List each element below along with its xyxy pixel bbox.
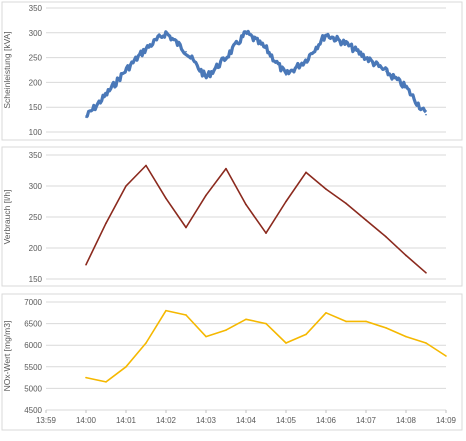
y-tick-label: 5000 <box>24 384 42 393</box>
data-point <box>405 254 407 257</box>
data-point <box>125 366 127 368</box>
y-axis-label: NOx-Wert [mg/m3] <box>2 321 12 392</box>
chart-panel-3: 4500 5000 5500 6000 6500 7000 NOx-Wert [mg/m3]… <box>1 293 463 431</box>
data-point <box>185 314 187 316</box>
data-point <box>285 74 287 76</box>
y-tick-label: 200 <box>29 244 43 253</box>
data-point <box>425 113 427 116</box>
data-point <box>405 335 407 338</box>
data-point <box>325 312 327 314</box>
data-point <box>425 272 427 274</box>
chart-panel-2: 150 200 250 300 350 Verbrauch [l/h] <box>1 146 463 287</box>
y-tick-label: 350 <box>29 4 43 13</box>
y-tick-label: 150 <box>29 275 43 284</box>
x-tick-label: 14:05 <box>276 416 297 425</box>
y-axis-label: Verbrauch [l/h] <box>2 190 12 245</box>
data-point <box>305 59 307 61</box>
data-point <box>245 318 247 321</box>
series-line <box>85 164 427 274</box>
data-point <box>105 381 107 383</box>
data-point <box>105 94 107 96</box>
x-tick-label: 13:59 <box>36 416 57 425</box>
data-point <box>165 197 167 200</box>
y-tick-label: 300 <box>29 182 43 191</box>
data-point <box>165 309 167 312</box>
data-point <box>185 226 187 229</box>
data-point <box>125 185 127 187</box>
data-point <box>305 333 307 336</box>
y-tick-label: 7000 <box>24 298 42 307</box>
data-point <box>105 222 107 224</box>
data-point <box>365 219 367 221</box>
panel-frame <box>1 146 463 287</box>
panel-frame <box>1 293 463 431</box>
data-point <box>385 70 387 73</box>
data-point <box>265 232 267 234</box>
data-point <box>165 32 167 34</box>
data-point <box>345 42 347 45</box>
y-tick-label: 4500 <box>24 406 42 415</box>
x-tick-label: 14:07 <box>356 416 377 425</box>
data-point <box>405 86 407 89</box>
data-point <box>325 33 327 36</box>
data-point <box>445 355 447 357</box>
data-point <box>225 329 227 331</box>
y-tick-label: 100 <box>29 128 43 137</box>
data-point <box>145 342 147 344</box>
y-tick-label: 250 <box>29 54 43 63</box>
series-line <box>85 309 447 383</box>
data-point <box>285 342 287 344</box>
data-point <box>185 50 187 53</box>
data-point <box>225 167 227 170</box>
data-point <box>345 202 347 205</box>
data-point <box>85 263 87 266</box>
data-point <box>85 376 87 379</box>
y-tick-label: 6500 <box>24 320 42 329</box>
data-point <box>425 342 427 344</box>
data-point <box>265 322 267 325</box>
data-point <box>385 327 387 329</box>
x-tick-label: 14:01 <box>116 416 137 425</box>
y-tick-label: 200 <box>29 78 43 87</box>
x-tick-label: 14:08 <box>396 416 417 425</box>
y-axis-label: Scheinleistung [kVA] <box>2 31 12 108</box>
y-tick-label: 5500 <box>24 363 42 372</box>
data-point <box>225 56 227 59</box>
x-tick-label: 14:04 <box>236 416 257 425</box>
data-point <box>145 47 147 50</box>
x-tick-label: 14:06 <box>316 416 337 425</box>
data-point <box>205 194 207 197</box>
series-line <box>85 29 428 119</box>
data-point <box>365 56 367 59</box>
y-tick-label: 150 <box>29 103 43 112</box>
data-point <box>265 47 267 50</box>
data-point <box>285 200 287 203</box>
data-point <box>205 335 207 338</box>
data-point <box>365 320 367 323</box>
data-point <box>245 203 247 206</box>
y-tick-label: 250 <box>29 213 43 222</box>
x-tick-label: 14:00 <box>76 416 97 425</box>
data-point <box>205 76 207 79</box>
data-point <box>125 69 127 71</box>
x-tick-label: 14:03 <box>196 416 217 425</box>
data-point <box>345 320 347 323</box>
x-tick-label: 14:09 <box>436 416 457 425</box>
data-point <box>145 164 147 167</box>
data-point <box>305 171 307 174</box>
x-tick-label: 14:02 <box>156 416 177 425</box>
panel-frame <box>1 1 463 141</box>
data-point <box>385 236 387 238</box>
y-tick-label: 350 <box>29 151 43 160</box>
y-tick-label: 300 <box>29 29 43 38</box>
data-point <box>325 188 327 190</box>
chart-panel-1: 100 150 200 250 300 350 Scheinleistung [kVA] <box>1 1 463 141</box>
data-point <box>85 116 87 118</box>
data-point <box>245 32 247 34</box>
y-tick-label: 6000 <box>24 341 42 350</box>
